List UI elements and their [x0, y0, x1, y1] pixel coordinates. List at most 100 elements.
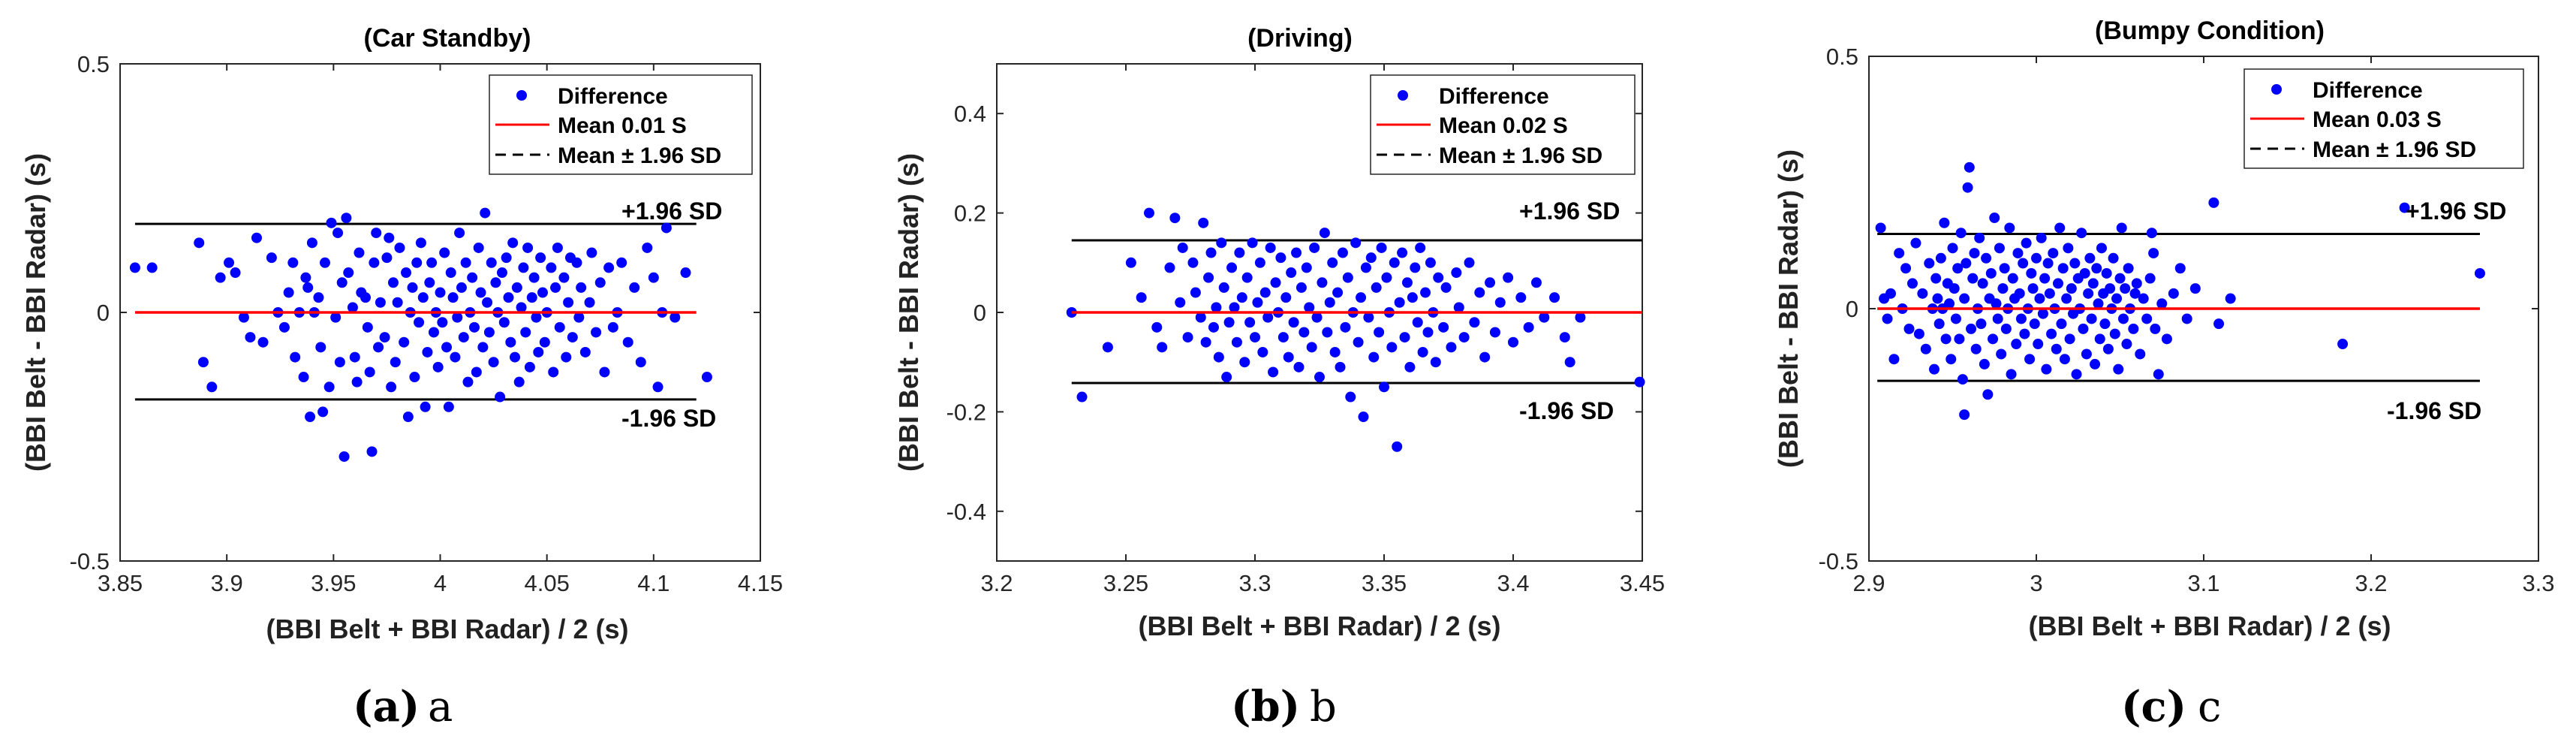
- panel-a-y-tick-label-2: 0.5: [77, 51, 110, 77]
- panel-a-point-149: [616, 257, 627, 268]
- panel-c-point-144: [2150, 323, 2161, 334]
- panel-a-point-89: [462, 376, 474, 388]
- panel-c-point-154: [2225, 293, 2236, 304]
- panel-c-point-124: [2108, 252, 2119, 264]
- panel-a-point-157: [661, 222, 672, 234]
- panel-c-point-155: [2337, 339, 2349, 350]
- panel-c-point-139: [2138, 293, 2149, 304]
- panel-b-point-33: [1241, 272, 1253, 283]
- panel-c-x-label: (BBI Belt + BBI Radar) / 2 (s): [2028, 611, 2391, 641]
- panel-c-point-108: [2081, 348, 2092, 360]
- panel-c-point-30: [1952, 263, 1964, 274]
- panel-a-point-93: [471, 366, 482, 378]
- panel-c-point-142: [2146, 228, 2157, 239]
- panel-a-point-68: [417, 292, 429, 303]
- panel-c-point-56: [1994, 243, 2005, 254]
- panel-b-point-22: [1213, 351, 1224, 363]
- panel-a-point-116: [520, 327, 531, 338]
- panel-c-point-106: [2078, 323, 2089, 334]
- panel-a-point-111: [510, 351, 521, 363]
- panel-a-point-140: [579, 346, 591, 357]
- panel-b-point-50: [1286, 267, 1297, 279]
- panel-a-point-98: [482, 297, 493, 308]
- panel-c-point-41: [1969, 248, 1980, 259]
- panel-a-point-95: [475, 287, 486, 298]
- panel-c-point-131: [2120, 283, 2131, 294]
- panel-a-point-109: [505, 336, 516, 348]
- panel-c-point-25: [1944, 298, 1955, 309]
- panel-b-point-131: [1634, 376, 1645, 388]
- panel-b-point-15: [1195, 312, 1206, 323]
- panel-b-point-89: [1386, 342, 1398, 353]
- panel-c-point-150: [2181, 313, 2192, 324]
- panel-a-point-94: [473, 242, 484, 253]
- panel-b-point-118: [1485, 277, 1496, 288]
- panel-b-legend-entry-mean: Mean 0.02 S: [1439, 113, 1568, 138]
- panel-c-point-19: [1934, 318, 1945, 330]
- panel-a-point-70: [422, 346, 433, 357]
- panel-b-point-51: [1288, 317, 1299, 328]
- panel-c-point-40: [1967, 273, 1979, 284]
- panel-c-point-143: [2148, 248, 2159, 259]
- panel-b-point-115: [1469, 317, 1480, 328]
- panel-c-point-133: [2123, 263, 2134, 274]
- panel-b-point-20: [1208, 321, 1219, 333]
- panel-c-point-17: [1930, 273, 1942, 284]
- panel-a-point-47: [369, 257, 380, 268]
- panel-c-point-120: [2101, 267, 2112, 279]
- panel-b-x-label: (BBI Belt + BBI Radar) / 2 (s): [1138, 611, 1500, 641]
- panel-b-point-83: [1371, 282, 1382, 293]
- panel-b-point-47: [1277, 332, 1289, 343]
- panel-b-point-18: [1203, 272, 1214, 283]
- panel-c-point-85: [2042, 258, 2054, 269]
- panel-c-point-110: [2084, 252, 2096, 264]
- panel-b-point-2: [1102, 342, 1113, 353]
- panel-a-point-65: [411, 257, 423, 268]
- panel-c-point-81: [2036, 232, 2047, 243]
- panel-a-point-113: [513, 376, 525, 388]
- panel-a-point-115: [518, 262, 529, 273]
- panel-a-x-tick-label-3: 4: [434, 570, 447, 596]
- panel-a-point-29: [324, 382, 335, 393]
- panel-c-point-93: [2056, 318, 2067, 330]
- panel-b-point-113: [1458, 332, 1470, 343]
- panel-c-point-94: [2057, 263, 2069, 274]
- panel-a-point-107: [501, 252, 512, 264]
- panel-b-point-129: [1564, 357, 1575, 368]
- panel-b-point-91: [1392, 441, 1403, 452]
- panel-a-point-7: [230, 267, 241, 279]
- panel-b-y-tick-label-0: -0.4: [946, 499, 986, 525]
- panel-a-lower-annotation: -1.96 SD: [621, 405, 716, 432]
- panel-c-point-72: [2021, 237, 2032, 249]
- panel-c-point-136: [2129, 288, 2141, 299]
- panel-c-point-135: [2128, 323, 2139, 334]
- panel-c-point-76: [2027, 283, 2039, 294]
- panel-a-point-36: [341, 213, 352, 224]
- panel-b-point-29: [1231, 336, 1242, 348]
- panel-c-point-98: [2064, 333, 2075, 345]
- panel-a-point-88: [460, 257, 471, 268]
- panel-c-point-66: [2011, 339, 2022, 350]
- panel-b-y-tick-label-3: 0.2: [954, 201, 986, 227]
- panel-c-point-22: [1939, 217, 1950, 228]
- panel-a-point-78: [439, 247, 450, 258]
- panel-a-point-86: [456, 282, 467, 293]
- panel-c-x-tick-label-3: 3.2: [2355, 570, 2387, 596]
- panel-c-point-42: [1970, 343, 1982, 354]
- panel-b-point-97: [1407, 292, 1418, 303]
- panel-a-caption-label: (a): [353, 682, 420, 731]
- panel-a-point-6: [224, 257, 235, 268]
- panel-b-point-69: [1335, 361, 1346, 372]
- panel-c-point-84: [2041, 363, 2052, 375]
- panel-a-point-80: [443, 401, 454, 412]
- panel-c-point-0: [1875, 222, 1886, 234]
- panel-b-point-78: [1358, 412, 1369, 423]
- panel-a-y-tick-label-1: 0: [97, 300, 110, 326]
- panel-b-x-tick-label-0: 3.2: [980, 570, 1013, 596]
- panel-a-x-tick-label-5: 4.1: [637, 570, 670, 596]
- panel-a-point-127: [546, 262, 557, 273]
- panel-c-x-tick-label-4: 3.3: [2522, 570, 2554, 596]
- panel-a-point-117: [522, 242, 534, 253]
- panel-c-point-55: [1992, 313, 2003, 324]
